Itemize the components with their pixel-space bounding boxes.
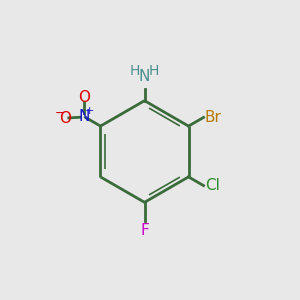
Text: Br: Br [205, 110, 222, 125]
Text: O: O [78, 90, 90, 105]
Text: O: O [59, 111, 71, 126]
Text: Cl: Cl [205, 178, 220, 193]
Text: N: N [139, 69, 150, 84]
Text: N: N [79, 109, 90, 124]
Text: H: H [130, 64, 140, 78]
Text: H: H [149, 64, 159, 78]
Text: F: F [140, 223, 149, 238]
Text: +: + [85, 106, 94, 116]
Text: −: − [54, 107, 65, 120]
